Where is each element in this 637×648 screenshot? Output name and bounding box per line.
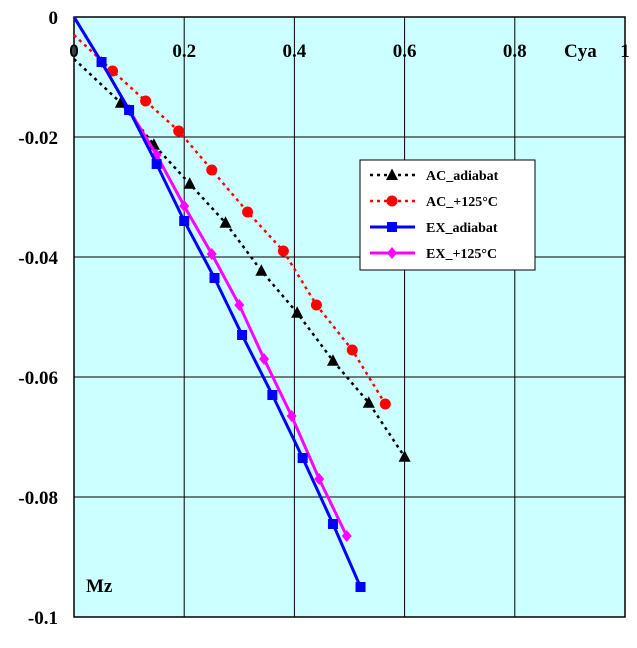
legend-label: AC_adiabat bbox=[426, 169, 499, 184]
y-tick-label: -0.02 bbox=[18, 128, 58, 149]
data-point bbox=[206, 248, 217, 260]
data-point bbox=[255, 264, 268, 276]
y-tick-label: -0.04 bbox=[18, 248, 58, 269]
series-EX_adiabat bbox=[72, 16, 366, 592]
x-axis-title: Cya bbox=[564, 41, 597, 62]
data-point bbox=[398, 450, 411, 462]
data-point bbox=[237, 330, 248, 340]
tick-labels: 0 0.2 0.4 0.6 0.8 1 0 -0.02 -0.04 -0.06 -0.08 -0.1 bbox=[18, 8, 629, 629]
legend: AC_adiabat AC_+125°C EX_adiabat EX_+125°C bbox=[359, 159, 536, 271]
plot-area bbox=[73, 16, 626, 618]
legend-entry: EX_adiabat bbox=[370, 221, 498, 236]
data-point bbox=[209, 273, 220, 283]
series-AC_adiabat bbox=[73, 58, 411, 462]
data-point bbox=[346, 344, 358, 356]
legend-marker bbox=[387, 222, 397, 232]
data-point bbox=[219, 216, 232, 228]
data-point bbox=[277, 245, 289, 257]
data-point bbox=[242, 206, 254, 218]
data-point bbox=[183, 177, 196, 189]
data-point bbox=[314, 473, 325, 485]
x-tick-label: 0.4 bbox=[283, 41, 307, 62]
y-tick-label: -0.1 bbox=[28, 608, 58, 629]
series-line bbox=[73, 34, 387, 405]
y-tick-label: -0.06 bbox=[18, 368, 58, 389]
data-point bbox=[362, 396, 375, 408]
data-point bbox=[355, 582, 366, 592]
data-point bbox=[326, 354, 339, 366]
data-point bbox=[114, 96, 127, 108]
y-axis-title: Mz bbox=[86, 576, 113, 597]
data-point bbox=[297, 453, 308, 463]
x-tick-label: 0.2 bbox=[172, 41, 196, 62]
data-point bbox=[291, 306, 304, 318]
y-tick-label: -0.08 bbox=[18, 488, 58, 509]
data-point bbox=[96, 57, 107, 67]
legend-entry: EX_+125°C bbox=[370, 247, 497, 262]
legend-entries: AC_adiabat AC_+125°C EX_adiabat EX_+125°C bbox=[370, 168, 499, 262]
x-tick-label: 0 bbox=[69, 41, 79, 62]
data-point bbox=[173, 125, 185, 137]
data-point bbox=[206, 164, 218, 176]
series-line bbox=[73, 58, 406, 458]
y-tick-label: 0 bbox=[49, 8, 59, 29]
data-point bbox=[341, 530, 352, 542]
x-tick-label: 0.8 bbox=[503, 41, 527, 62]
legend-marker bbox=[387, 247, 397, 259]
legend-label: AC_+125°C bbox=[426, 195, 498, 210]
data-point bbox=[259, 353, 270, 365]
legend-marker bbox=[386, 168, 398, 180]
series bbox=[72, 16, 411, 592]
data-point bbox=[140, 95, 152, 107]
legend-marker bbox=[386, 195, 398, 207]
legend-label: EX_adiabat bbox=[426, 221, 498, 236]
series-AC_+125°C bbox=[73, 34, 391, 410]
data-point bbox=[179, 200, 190, 212]
data-point bbox=[234, 299, 245, 311]
x-tick-label: 1 bbox=[620, 41, 630, 62]
data-point bbox=[310, 299, 322, 311]
legend-entry: AC_+125°C bbox=[370, 195, 498, 210]
data-point bbox=[151, 159, 162, 169]
legend-entry: AC_adiabat bbox=[370, 168, 499, 184]
data-point bbox=[327, 519, 338, 529]
data-point bbox=[379, 398, 391, 410]
x-tick-label: 0.6 bbox=[393, 41, 417, 62]
data-point bbox=[124, 105, 135, 115]
legend-label: EX_+125°C bbox=[426, 247, 497, 262]
data-point bbox=[286, 410, 297, 422]
data-point bbox=[179, 216, 190, 226]
data-point bbox=[267, 390, 278, 400]
grid bbox=[74, 17, 625, 617]
